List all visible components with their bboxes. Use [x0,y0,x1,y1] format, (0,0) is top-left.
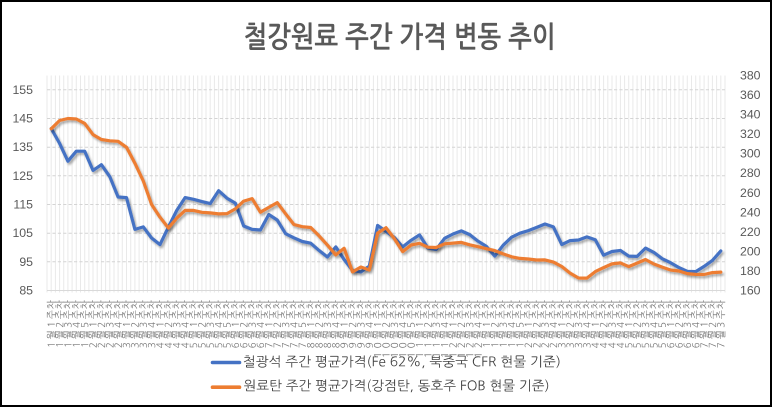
svg-text:125: 125 [12,169,33,183]
svg-text:260: 260 [740,186,761,200]
svg-text:105: 105 [12,226,33,240]
svg-text:160: 160 [740,284,761,298]
svg-text:380: 380 [740,69,761,83]
svg-text:360: 360 [740,88,761,102]
svg-text:240: 240 [740,205,761,219]
svg-text:300: 300 [740,147,761,161]
svg-text:155: 155 [12,83,33,97]
svg-text:135: 135 [12,140,33,154]
svg-text:340: 340 [740,108,761,122]
svg-text:95: 95 [19,255,33,269]
svg-text:85: 85 [19,284,33,298]
svg-text:320: 320 [740,127,761,141]
svg-text:180: 180 [740,264,761,278]
svg-text:220: 220 [740,225,761,239]
svg-text:115: 115 [13,198,33,212]
svg-text:280: 280 [740,166,761,180]
svg-text:200: 200 [740,244,761,258]
svg-text:145: 145 [12,112,33,126]
